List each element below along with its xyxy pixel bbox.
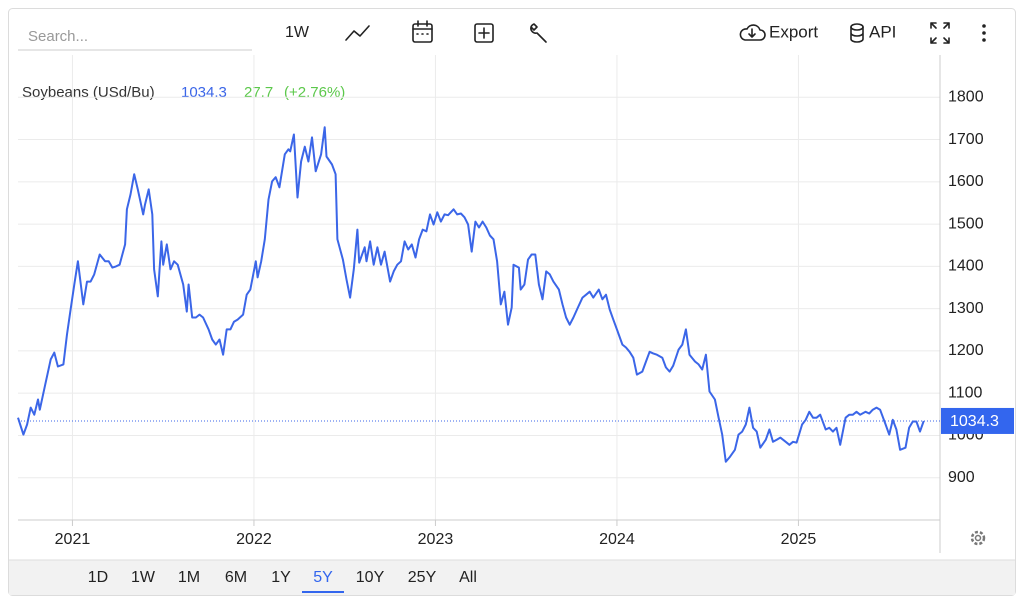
- last-value: 1034.3: [181, 84, 227, 101]
- range-button[interactable]: 10Y: [356, 569, 385, 586]
- change-percent: (+2.76%): [284, 84, 345, 101]
- add-indicator-icon[interactable]: [474, 23, 494, 43]
- y-tick-label: 1700: [948, 131, 984, 148]
- y-tick-label: 1800: [948, 88, 984, 105]
- y-tick-label: 900: [948, 469, 975, 486]
- x-tick-label: 2024: [599, 531, 635, 548]
- y-tick-label: 1300: [948, 300, 984, 317]
- price-line: [17, 126, 925, 463]
- change: 27.7: [244, 84, 273, 101]
- more-icon[interactable]: [982, 24, 986, 42]
- range-button[interactable]: 1M: [178, 569, 200, 586]
- range-bar: [9, 560, 1015, 595]
- y-tick-label: 1100: [948, 384, 983, 401]
- settings-icon[interactable]: [970, 530, 986, 546]
- interval-button[interactable]: 1W: [285, 24, 310, 41]
- y-tick-label: 1600: [948, 173, 984, 190]
- x-tick-label: 2025: [781, 531, 817, 548]
- range-button[interactable]: All: [459, 569, 477, 586]
- export-icon[interactable]: [739, 24, 766, 41]
- x-tick-label: 2023: [418, 531, 454, 548]
- y-tick-label: 1500: [948, 215, 984, 232]
- range-button[interactable]: 1W: [131, 569, 156, 586]
- y-tick-label: 1200: [948, 342, 984, 359]
- last-value-box: [941, 407, 1014, 434]
- api-button[interactable]: API: [869, 22, 896, 41]
- x-tick-label: 2022: [236, 531, 272, 548]
- range-button[interactable]: 1Y: [271, 569, 291, 586]
- x-tick-label: 2021: [55, 531, 91, 548]
- chart-type-icon[interactable]: [345, 25, 370, 41]
- range-button[interactable]: 5Y: [313, 569, 333, 586]
- export-button[interactable]: Export: [769, 22, 818, 41]
- chart-title: Soybeans (USd/Bu): [22, 84, 155, 101]
- range-button[interactable]: 1D: [88, 569, 108, 586]
- calendar-icon[interactable]: [412, 20, 433, 43]
- y-tick-label: 1400: [948, 258, 984, 275]
- tools-icon[interactable]: [530, 23, 547, 43]
- search-input[interactable]: Search...: [28, 28, 88, 45]
- range-button[interactable]: 25Y: [408, 569, 437, 586]
- fullscreen-icon[interactable]: [930, 22, 950, 44]
- last-value-label: 1034.3: [950, 413, 999, 430]
- range-button[interactable]: 6M: [225, 569, 247, 586]
- api-icon[interactable]: [850, 23, 864, 43]
